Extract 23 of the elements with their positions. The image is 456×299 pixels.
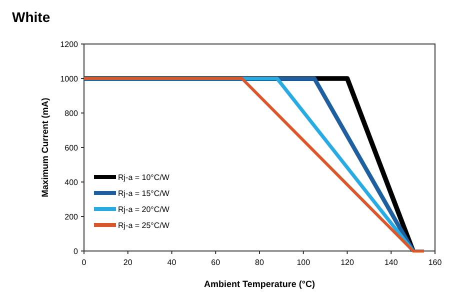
x-tick-label: 60 [211, 258, 221, 267]
legend-label: Rj-a = 20°C/W [118, 205, 170, 214]
x-tick-label: 120 [340, 258, 354, 267]
chart-title: White [12, 9, 50, 25]
legend-label: Rj-a = 10°C/W [118, 173, 170, 182]
x-tick-label: 40 [167, 258, 177, 267]
y-axis-title: Maximum Current (mA) [40, 98, 50, 198]
y-tick-label: 200 [64, 212, 79, 222]
y-tick-label: 1200 [60, 40, 79, 49]
y-tick-label: 600 [64, 144, 79, 152]
x-tick-label: 100 [296, 258, 311, 267]
x-tick-label: 80 [255, 258, 264, 267]
legend-label: Rj-a = 15°C/W [118, 189, 170, 198]
x-tick-label: 0 [82, 258, 87, 267]
y-tick-label: 0 [74, 247, 79, 256]
y-tick-label: 400 [64, 178, 79, 187]
x-tick-label: 20 [123, 258, 133, 267]
y-tick-label: 800 [64, 109, 79, 118]
x-tick-label: 140 [384, 258, 398, 267]
y-tick-label: 1000 [60, 74, 79, 84]
x-axis-title: Ambient Temperature (°C) [204, 279, 315, 289]
legend-label: Rj-a = 25°C/W [118, 221, 170, 230]
x-tick-label: 160 [428, 258, 442, 267]
